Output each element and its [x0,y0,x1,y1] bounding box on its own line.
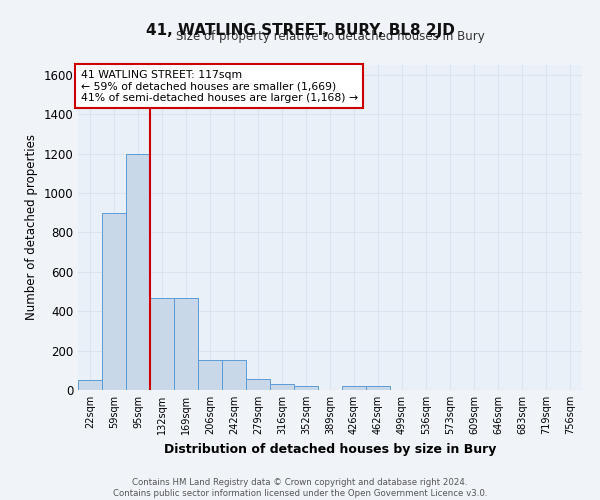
Title: Size of property relative to detached houses in Bury: Size of property relative to detached ho… [176,30,484,43]
Text: 41, WATLING STREET, BURY, BL8 2JD: 41, WATLING STREET, BURY, BL8 2JD [146,22,454,38]
Bar [270,384,294,390]
Bar [294,386,318,390]
Bar [78,380,102,390]
Bar [366,386,390,390]
Bar [150,298,174,390]
Bar [126,154,150,390]
Bar [342,386,366,390]
Text: 41 WATLING STREET: 117sqm
← 59% of detached houses are smaller (1,669)
41% of se: 41 WATLING STREET: 117sqm ← 59% of detac… [80,70,358,103]
X-axis label: Distribution of detached houses by size in Bury: Distribution of detached houses by size … [164,442,496,456]
Y-axis label: Number of detached properties: Number of detached properties [25,134,38,320]
Bar [246,379,270,390]
Bar [102,212,126,390]
Text: Contains HM Land Registry data © Crown copyright and database right 2024.
Contai: Contains HM Land Registry data © Crown c… [113,478,487,498]
Bar [198,360,222,390]
Bar [174,298,198,390]
Bar [222,360,246,390]
